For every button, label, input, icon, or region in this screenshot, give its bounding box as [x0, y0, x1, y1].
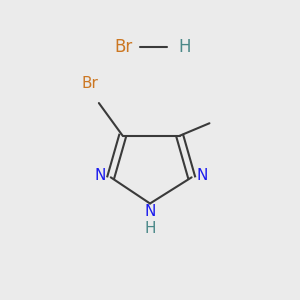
Text: N: N	[197, 168, 208, 183]
Text: Br: Br	[82, 76, 98, 91]
Text: N: N	[144, 203, 156, 218]
Text: Br: Br	[114, 38, 132, 56]
Text: H: H	[144, 221, 156, 236]
Text: H: H	[178, 38, 191, 56]
Text: N: N	[94, 168, 105, 183]
